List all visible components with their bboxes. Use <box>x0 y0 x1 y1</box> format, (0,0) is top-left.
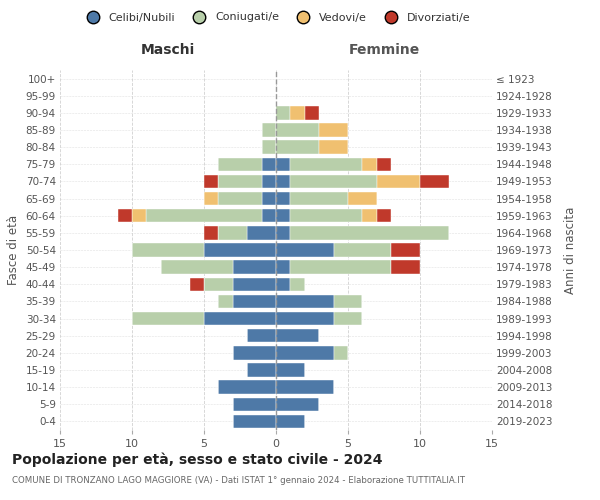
Bar <box>276 209 290 222</box>
Bar <box>262 158 276 171</box>
Text: COMUNE DI TRONZANO LAGO MAGGIORE (VA) - Dati ISTAT 1° gennaio 2024 - Elaborazion: COMUNE DI TRONZANO LAGO MAGGIORE (VA) - … <box>12 476 465 485</box>
Bar <box>276 158 290 171</box>
Bar <box>262 124 276 136</box>
Bar <box>276 192 290 205</box>
Bar <box>391 260 420 274</box>
Bar <box>362 158 377 171</box>
Bar <box>233 294 276 308</box>
Bar <box>276 364 305 376</box>
Bar <box>146 209 262 222</box>
Bar <box>204 174 218 188</box>
Bar <box>290 192 348 205</box>
Bar <box>132 244 204 256</box>
Bar <box>319 140 348 154</box>
Bar <box>218 380 276 394</box>
Bar <box>276 294 334 308</box>
Bar <box>204 278 233 291</box>
Bar <box>290 158 362 171</box>
Bar <box>204 244 276 256</box>
Bar <box>132 209 146 222</box>
Bar <box>233 414 276 428</box>
Bar <box>305 106 319 120</box>
Bar <box>247 226 276 239</box>
Bar <box>334 294 362 308</box>
Bar <box>391 244 420 256</box>
Bar <box>334 346 348 360</box>
Bar <box>362 209 377 222</box>
Y-axis label: Anni di nascita: Anni di nascita <box>564 206 577 294</box>
Bar <box>218 158 262 171</box>
Bar <box>290 174 377 188</box>
Bar <box>276 312 334 326</box>
Bar <box>290 106 305 120</box>
Bar <box>276 140 319 154</box>
Bar <box>132 312 204 326</box>
Text: Maschi: Maschi <box>141 44 195 58</box>
Bar <box>204 192 218 205</box>
Bar <box>276 106 290 120</box>
Bar <box>276 278 290 291</box>
Bar <box>218 174 262 188</box>
Legend: Celibi/Nubili, Coniugati/e, Vedovi/e, Divorziati/e: Celibi/Nubili, Coniugati/e, Vedovi/e, Di… <box>77 8 475 27</box>
Bar <box>233 278 276 291</box>
Bar <box>161 260 233 274</box>
Bar <box>276 244 334 256</box>
Bar <box>276 398 319 411</box>
Bar <box>276 346 334 360</box>
Bar <box>334 244 391 256</box>
Bar <box>262 140 276 154</box>
Bar <box>290 260 391 274</box>
Text: Femmine: Femmine <box>349 44 419 58</box>
Bar <box>290 209 362 222</box>
Bar <box>319 124 348 136</box>
Bar <box>247 364 276 376</box>
Bar <box>290 226 449 239</box>
Bar <box>204 312 276 326</box>
Bar <box>420 174 449 188</box>
Bar <box>233 346 276 360</box>
Bar <box>233 398 276 411</box>
Bar <box>276 260 290 274</box>
Bar <box>377 158 391 171</box>
Y-axis label: Fasce di età: Fasce di età <box>7 215 20 285</box>
Bar <box>233 260 276 274</box>
Bar <box>218 294 233 308</box>
Bar <box>218 226 247 239</box>
Bar <box>118 209 132 222</box>
Bar <box>334 312 362 326</box>
Bar <box>276 414 305 428</box>
Bar <box>377 174 420 188</box>
Bar <box>204 226 218 239</box>
Text: Popolazione per età, sesso e stato civile - 2024: Popolazione per età, sesso e stato civil… <box>12 452 383 467</box>
Bar <box>276 380 334 394</box>
Bar <box>348 192 377 205</box>
Bar <box>290 278 305 291</box>
Bar <box>262 209 276 222</box>
Bar <box>190 278 204 291</box>
Bar <box>247 329 276 342</box>
Bar <box>276 174 290 188</box>
Bar <box>276 124 319 136</box>
Bar <box>218 192 262 205</box>
Bar <box>276 226 290 239</box>
Bar <box>276 329 319 342</box>
Bar <box>377 209 391 222</box>
Bar <box>262 192 276 205</box>
Bar <box>262 174 276 188</box>
